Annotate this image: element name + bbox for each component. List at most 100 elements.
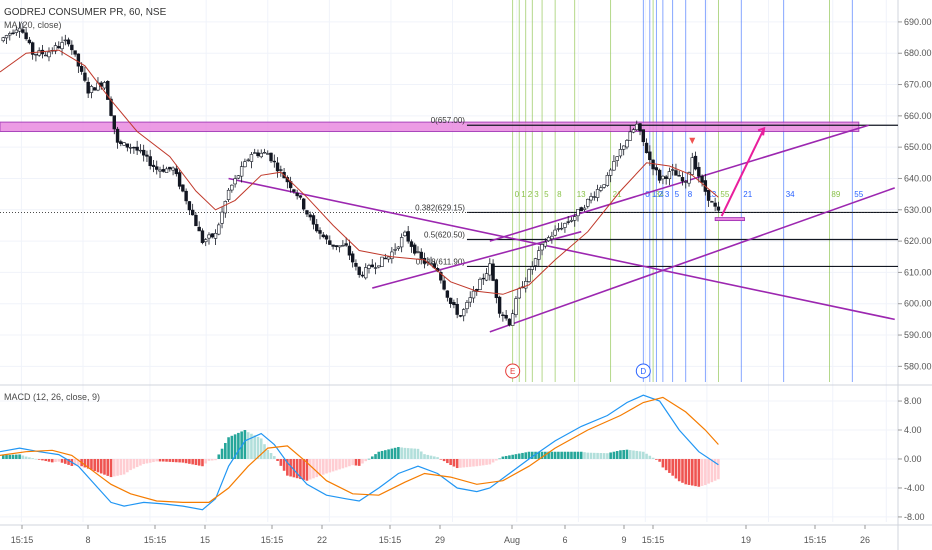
macd-histogram-bar bbox=[694, 458, 697, 487]
candle-body bbox=[354, 262, 358, 267]
candle-body bbox=[380, 256, 384, 267]
candle-body bbox=[713, 202, 717, 207]
macd-histogram-bar bbox=[106, 458, 110, 476]
macd-histogram-bar bbox=[64, 458, 67, 464]
macd-histogram-bar bbox=[612, 451, 616, 459]
downtrend-line[interactable] bbox=[228, 177, 895, 321]
candle-body bbox=[537, 250, 541, 260]
macd-histogram-bar bbox=[325, 458, 328, 474]
ascending-channel-upper[interactable] bbox=[489, 124, 869, 242]
macd-legend[interactable]: MACD (12, 26, close, 9) bbox=[4, 392, 100, 402]
candle-body bbox=[341, 245, 345, 247]
time-tick-label: 15:15 bbox=[379, 535, 402, 545]
candle-body bbox=[641, 129, 645, 143]
candle-body bbox=[710, 201, 714, 203]
candle-body bbox=[393, 249, 397, 251]
ma-legend[interactable]: MA (20, close) bbox=[4, 20, 62, 30]
time-tick-label: 26 bbox=[860, 535, 870, 545]
macd-histogram-bar bbox=[259, 438, 263, 459]
candle-body bbox=[138, 149, 143, 152]
time-tick-label: 15 bbox=[200, 535, 210, 545]
candle-body bbox=[328, 240, 332, 245]
macd-histogram-bar bbox=[21, 455, 25, 459]
candle-body bbox=[599, 187, 603, 191]
candle-body bbox=[674, 170, 678, 176]
candle-body bbox=[66, 39, 71, 45]
macd-histogram-bar bbox=[266, 449, 270, 459]
resistance-zone[interactable] bbox=[0, 121, 860, 133]
candle-body bbox=[17, 27, 22, 32]
candle-body bbox=[197, 226, 201, 232]
macd-histogram-bar bbox=[390, 448, 394, 459]
macd-pane bbox=[0, 394, 720, 511]
macd-histogram-bar bbox=[540, 451, 544, 459]
candle-body bbox=[576, 209, 580, 217]
macd-histogram-bar bbox=[576, 451, 580, 459]
macd-histogram-bar bbox=[700, 458, 704, 486]
candle-body bbox=[439, 272, 443, 281]
macd-histogram-bar bbox=[364, 458, 368, 462]
candle-body bbox=[106, 81, 110, 100]
candle-body bbox=[21, 29, 25, 33]
projection-arrow-shaft bbox=[720, 127, 766, 217]
channel-upper-line-1[interactable] bbox=[372, 230, 582, 289]
macd-histogram-bar bbox=[710, 458, 714, 483]
macd-histogram-bar bbox=[707, 458, 710, 484]
candle-body bbox=[324, 235, 329, 240]
time-tick-label: Aug bbox=[504, 535, 520, 545]
time-tick-label: 22 bbox=[317, 535, 327, 545]
candle-body bbox=[213, 232, 218, 239]
candle-body bbox=[236, 175, 241, 179]
ascending-channel-lower[interactable] bbox=[489, 187, 896, 333]
candle-body bbox=[122, 142, 126, 146]
macd-histogram-bar bbox=[508, 455, 511, 459]
price-tick-label: 660.00 bbox=[904, 111, 932, 121]
candle-body bbox=[631, 129, 636, 133]
candle-body bbox=[618, 149, 623, 157]
macd-histogram-bar bbox=[641, 451, 645, 459]
trend-channels[interactable] bbox=[228, 124, 896, 333]
fib-time-label-green: 1 bbox=[521, 190, 526, 199]
candle-body bbox=[360, 274, 365, 277]
candle-body bbox=[204, 239, 208, 243]
candle-body bbox=[34, 53, 38, 56]
candle-body bbox=[413, 244, 417, 254]
macd-histogram-bar bbox=[321, 458, 325, 475]
symbol-legend[interactable]: GODREJ CONSUMER PR, 60, NSE bbox=[4, 7, 167, 18]
macd-histogram-bar bbox=[103, 458, 106, 475]
macd-histogram-bar bbox=[465, 458, 469, 468]
fib-time-label-blue: 1 bbox=[652, 190, 657, 199]
macd-histogram-bar bbox=[145, 458, 149, 464]
price-tick-label: 650.00 bbox=[904, 142, 932, 152]
macd-histogram-bar bbox=[534, 451, 537, 459]
macd-histogram-bar bbox=[197, 458, 201, 466]
candle-body bbox=[514, 298, 518, 315]
candle-body bbox=[223, 201, 228, 214]
macd-histogram-bar bbox=[599, 453, 603, 459]
macd-histogram-bar bbox=[697, 458, 701, 487]
macd-histogram-bar bbox=[299, 458, 302, 480]
candle-body bbox=[383, 257, 388, 260]
macd-histogram-bar bbox=[233, 434, 237, 459]
candle-body bbox=[357, 266, 361, 275]
macd-histogram-bar bbox=[717, 458, 720, 480]
candle-body bbox=[602, 184, 606, 188]
projection-arrow-head bbox=[757, 126, 766, 136]
candle-body bbox=[269, 152, 273, 162]
macd-histogram-bar bbox=[495, 458, 498, 461]
macd-histogram-bar bbox=[393, 447, 397, 459]
macd-histogram-bar bbox=[31, 458, 34, 459]
macd-histogram-bar bbox=[318, 458, 322, 476]
candle-body bbox=[706, 189, 711, 201]
candle-body bbox=[256, 152, 260, 157]
macd-histogram-bar bbox=[609, 452, 612, 459]
fib-retracement-levels[interactable]: 0(657.00) 0.382(629.15) 0.5(620.50) 0.618(6… bbox=[0, 116, 898, 268]
macd-histogram-bar bbox=[677, 458, 681, 482]
resistance-zone-rect[interactable] bbox=[0, 121, 860, 133]
macd-histogram-bar bbox=[557, 451, 560, 459]
macd-histogram-bar bbox=[116, 458, 119, 476]
macd-histogram-bar bbox=[246, 432, 250, 459]
candle-body bbox=[540, 244, 544, 251]
candle-body bbox=[690, 157, 694, 175]
